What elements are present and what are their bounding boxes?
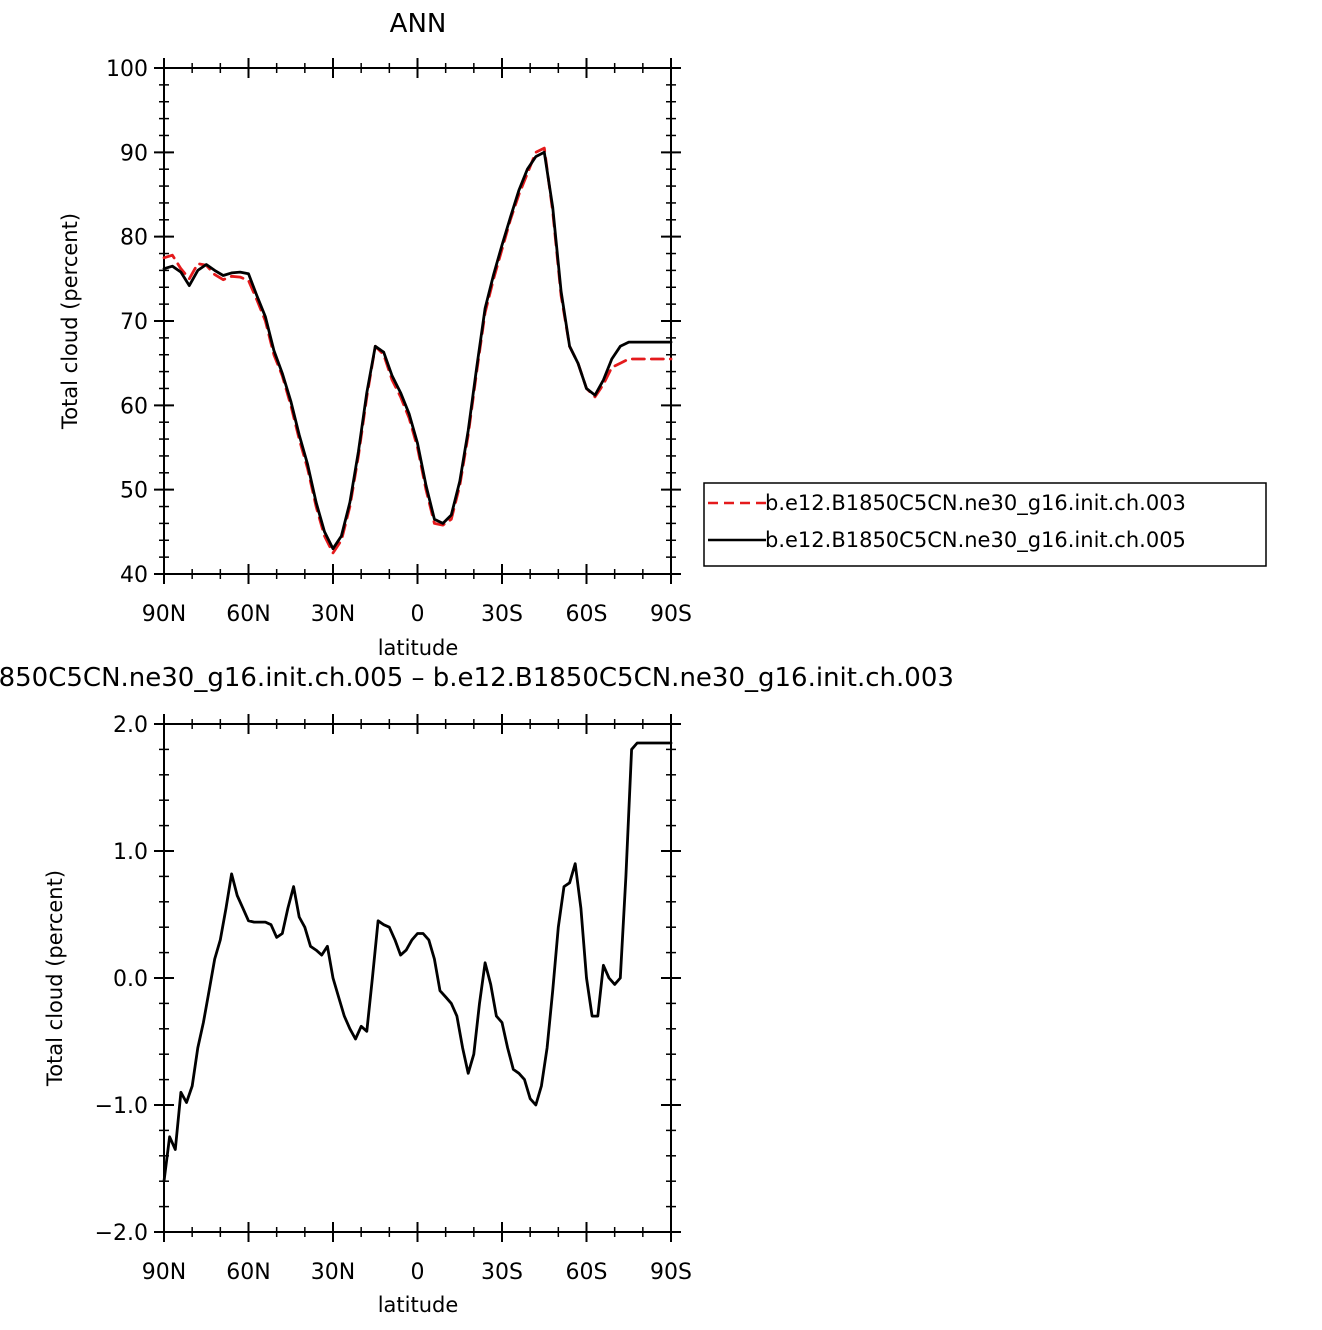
bottom-xtick-label: 60S	[566, 1260, 608, 1285]
top-ticks: 40 50 60 70 80 90 100 90N 60N 30N 0 30S 60S 90S	[106, 57, 692, 627]
bottom-x-axis-label: latitude	[378, 1293, 459, 1317]
top-ytick-label: 40	[120, 563, 148, 588]
bottom-xtick-label: 30N	[311, 1260, 355, 1285]
top-xtick-label: 60N	[226, 602, 270, 627]
bottom-xtick-label: 90N	[142, 1260, 186, 1285]
bottom-ticks: −2.0 −1.0 0.0 1.0 2.0 90N 60N 30N 0 30S 60S 90S	[95, 713, 692, 1285]
legend-box	[703, 482, 1267, 567]
bottom-ytick-label: −1.0	[95, 1094, 148, 1119]
top-xtick-label: 30N	[311, 602, 355, 627]
bottom-xtick-label: 30S	[481, 1260, 523, 1285]
bottom-y-axis-label: Total cloud (percent)	[43, 870, 67, 1087]
top-series-group	[162, 146, 673, 555]
top-ytick-label: 90	[120, 141, 148, 166]
bottom-xtick-label: 0	[411, 1260, 425, 1285]
bottom-xtick-label: 60N	[226, 1260, 270, 1285]
bottom-ytick-label: −2.0	[95, 1221, 148, 1246]
top-series-line-0	[162, 146, 673, 555]
top-series-line-1	[162, 150, 673, 551]
bottom-plot-frame	[163, 723, 672, 1233]
top-plot-frame	[163, 67, 672, 575]
top-ytick-label: 70	[120, 310, 148, 335]
top-chart-title: ANN	[390, 9, 447, 39]
legend-label-003: b.e12.B1850C5CN.ne30_g16.init.ch.003	[765, 491, 1186, 516]
bottom-xtick-label: 90S	[650, 1260, 692, 1285]
top-xtick-label: 30S	[481, 602, 523, 627]
bottom-ytick-label: 2.0	[113, 713, 148, 738]
top-ytick-label: 80	[120, 226, 148, 251]
top-ytick-label: 50	[120, 479, 148, 504]
top-xtick-label: 90S	[650, 602, 692, 627]
top-xtick-label: 90N	[142, 602, 186, 627]
bottom-chart-title: b.e12.B1850C5CN.ne30_g16.init.ch.005 – b…	[0, 663, 954, 693]
top-xtick-label: 0	[411, 602, 425, 627]
bottom-chart: b.e12.B1850C5CN.ne30_g16.init.ch.005 – b…	[0, 663, 954, 1317]
top-y-axis-label: Total cloud (percent)	[58, 213, 82, 430]
legend-label-005: b.e12.B1850C5CN.ne30_g16.init.ch.005	[765, 528, 1186, 553]
bottom-ytick-label: 0.0	[113, 967, 148, 992]
top-chart: ANN 40 50 60 70 80 90 100 90N 60N 30N 0 30S 60S 90S l…	[58, 9, 1267, 660]
bottom-series-group	[162, 741, 673, 1183]
top-ytick-label: 100	[106, 57, 148, 82]
top-ytick-label: 60	[120, 394, 148, 419]
bottom-ytick-label: 1.0	[113, 840, 148, 865]
top-xtick-label: 60S	[566, 602, 608, 627]
bottom-series-line-0	[162, 741, 673, 1183]
legend: b.e12.B1850C5CN.ne30_g16.init.ch.003 b.e…	[703, 482, 1267, 567]
top-x-axis-label: latitude	[378, 636, 459, 660]
